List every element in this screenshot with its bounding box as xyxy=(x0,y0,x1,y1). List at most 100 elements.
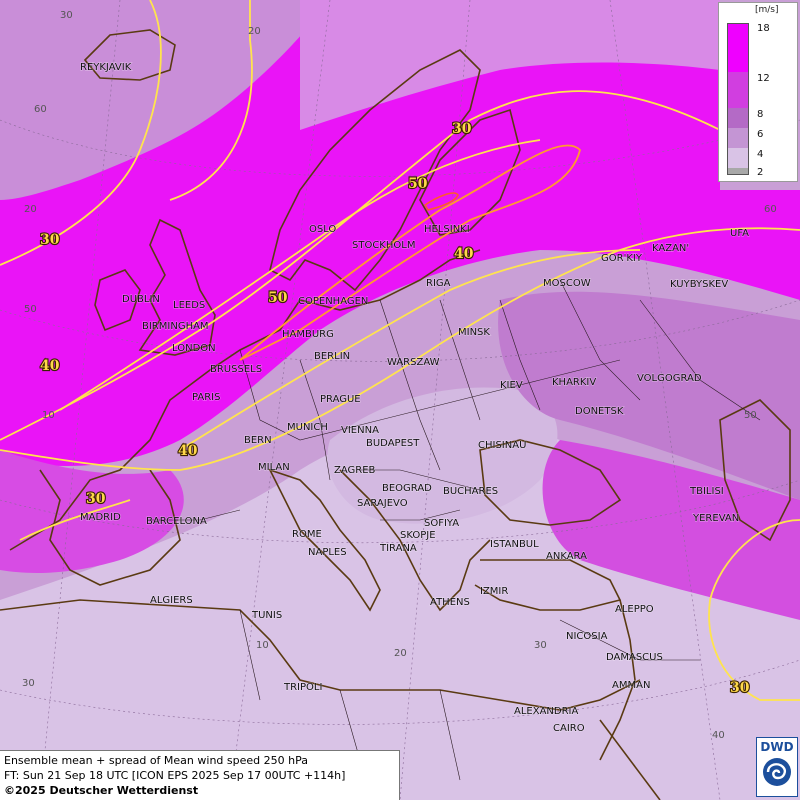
contour-label-30-iberia: 30 xyxy=(86,491,106,507)
city-riga: RIGA xyxy=(426,278,451,289)
shade-mid-east xyxy=(498,291,800,500)
city-barcelona: BARCELONA xyxy=(146,516,207,527)
city-kharkiv: KHARKIV xyxy=(552,377,596,388)
legend-swatch-8-12 xyxy=(728,72,748,108)
city-donetsk: DONETSK xyxy=(575,406,624,417)
grid-lat-60: 60 xyxy=(34,104,47,115)
isotach-30-jet-north xyxy=(0,90,721,441)
city-rome: ROME xyxy=(292,529,322,540)
contour-label-50-scand: 50 xyxy=(408,176,428,192)
contour-labels: 30 50 40 30 50 40 40 30 30 xyxy=(39,120,751,697)
city-tbilisi: TBILISI xyxy=(689,486,724,497)
city-paris: PARIS xyxy=(192,392,220,403)
city-ufa: UFA xyxy=(730,228,749,239)
city-kuybyshev: KUYBYSKEV xyxy=(670,279,728,290)
lat-line-60 xyxy=(0,119,800,177)
city-labels: REYKJAVIK DUBLIN LEEDS BIRMINGHAM LONDON… xyxy=(79,61,749,734)
city-leeds: LEEDS xyxy=(173,300,205,311)
isotach-30-jet-south xyxy=(0,227,800,471)
city-bucharest: BUCHARES xyxy=(443,486,498,497)
coast-levant xyxy=(599,599,636,761)
coast-black-sea xyxy=(479,439,622,526)
coast-red-sea xyxy=(599,719,661,800)
city-gorkiy: GOR'KIY xyxy=(601,253,643,264)
city-brussels: BRUSSELS xyxy=(210,364,262,375)
legend-tick-18: 18 xyxy=(757,23,770,34)
coast-britain xyxy=(138,218,216,356)
grid-lat-60e: 60 xyxy=(764,204,777,215)
coast-finland xyxy=(419,108,521,236)
grid-lat-50w: 50 xyxy=(24,304,37,315)
city-algiers: ALGIERS xyxy=(150,595,193,606)
lon-line-m20 xyxy=(39,0,121,800)
city-prague: PRAGUE xyxy=(320,394,361,405)
city-munich: MUNICH xyxy=(287,422,328,433)
city-moscow: MOSCOW xyxy=(543,278,591,289)
legend-unit: [m/s] xyxy=(755,5,779,15)
grid-lon-10e: 10 xyxy=(256,640,269,651)
coastlines xyxy=(0,29,791,800)
city-helsinki: HELSINKI xyxy=(424,224,470,235)
isotach-30-north xyxy=(169,0,253,201)
legend-swatch-6-8 xyxy=(728,108,748,128)
coast-caspian xyxy=(719,399,791,542)
city-cairo: CAIRO xyxy=(553,723,585,734)
color-legend: [m/s] 18 12 8 6 4 2 xyxy=(718,2,798,182)
city-yerevan: YEREVAN xyxy=(692,513,739,524)
grid-lon-40e: 40 xyxy=(712,730,725,741)
caption-copyright: ©2025 Deutscher Wetterdienst xyxy=(4,784,199,797)
legend-tick-2: 2 xyxy=(757,167,764,178)
city-tripoli: TRIPOLI xyxy=(283,682,322,693)
city-chisinau: CHISINAU xyxy=(478,440,526,451)
city-aleppo: ALEPPO xyxy=(615,604,654,615)
city-kiev: KIEV xyxy=(500,380,523,391)
coast-balkans xyxy=(339,469,491,612)
coast-iceland xyxy=(83,29,176,81)
city-dublin: DUBLIN xyxy=(122,294,160,305)
legend-colorbar xyxy=(727,23,749,175)
legend-tick-4: 4 xyxy=(757,149,764,160)
lat-line-40 xyxy=(0,479,800,544)
contour-label-30-atl: 30 xyxy=(40,232,60,248)
city-warszaw: WARSZAW xyxy=(387,357,440,368)
grid-labels: 30 20 60 50 20 10 10 20 30 40 60 50 30 xyxy=(22,10,777,741)
city-vienna: VIENNA xyxy=(341,425,379,436)
city-kazan: KAZAN' xyxy=(652,243,689,254)
caption-title: Ensemble mean + spread of Mean wind spee… xyxy=(4,754,308,767)
lon-line-0 xyxy=(229,0,331,800)
city-copenhagen: COPENHAGEN xyxy=(298,296,368,307)
city-tirana: TIRANA xyxy=(379,543,417,554)
isotach-50-inner xyxy=(239,144,581,361)
city-istanbul: ISTANBUL xyxy=(490,539,539,550)
city-oslo: OSLO xyxy=(309,224,336,235)
city-damascus: DAMASCUS xyxy=(606,652,663,663)
shade-north-atl xyxy=(0,0,330,200)
isotach-30-mideast xyxy=(708,519,800,701)
grid-lat-50e: 50 xyxy=(744,410,757,421)
city-sofiya: SOFIYA xyxy=(424,518,459,529)
city-ankara: ANKARA xyxy=(546,551,587,562)
lat-line-50 xyxy=(0,299,800,362)
city-sarajevo: SARAJEVO xyxy=(357,498,408,509)
city-beograd: BEOGRAD xyxy=(382,483,432,494)
shade-arctic xyxy=(300,0,720,130)
legend-swatch-4-6 xyxy=(728,128,748,148)
city-zagreb: ZAGREB xyxy=(334,465,376,476)
dwd-swirl-icon xyxy=(763,758,791,786)
coast-scandinavia xyxy=(269,49,481,292)
coast-iberia xyxy=(39,469,181,586)
legend-tick-12: 12 xyxy=(757,73,770,84)
isotach-50-core xyxy=(423,192,459,211)
legend-swatch-12-18 xyxy=(728,24,748,72)
city-athens: ATHENS xyxy=(430,597,470,608)
city-london: LONDON xyxy=(172,343,216,354)
lon-line-20 xyxy=(399,0,471,800)
grid-lon-30e: 30 xyxy=(534,640,547,651)
grid-lon-20w: 20 xyxy=(24,204,37,215)
contour-label-30-north: 30 xyxy=(452,121,472,137)
city-alexandria: ALEXANDRIA xyxy=(514,706,579,717)
city-budapest: BUDAPEST xyxy=(366,438,420,449)
isotach-30-iberia xyxy=(19,499,131,541)
